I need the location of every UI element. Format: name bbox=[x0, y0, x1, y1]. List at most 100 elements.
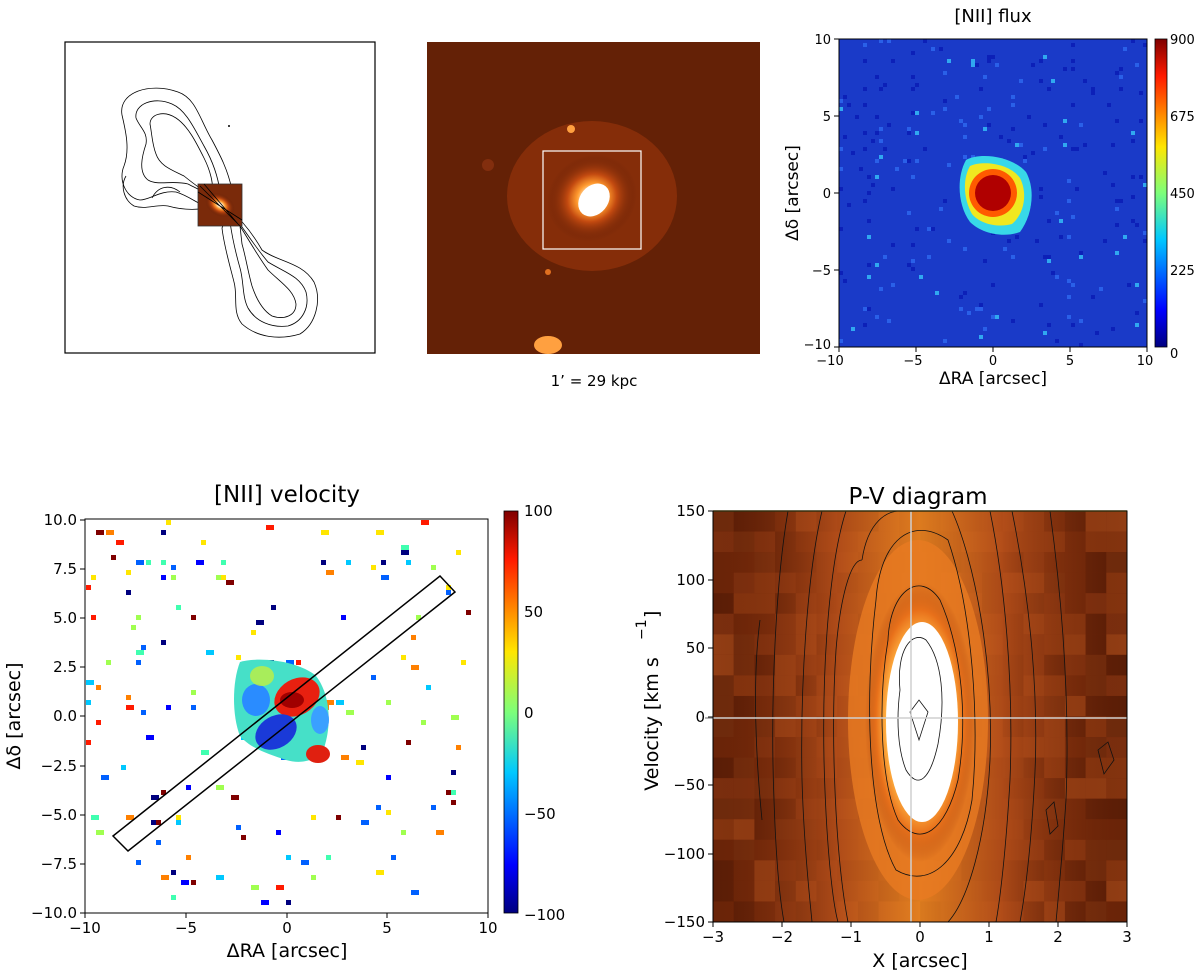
velocity-xtick: −5 bbox=[175, 919, 197, 937]
velocity-pixel bbox=[451, 800, 456, 805]
flux-noise-pixel bbox=[947, 239, 951, 243]
flux-colorbar bbox=[1154, 38, 1168, 348]
radio-contour-panel bbox=[64, 41, 376, 354]
velocity-xtick: 10 bbox=[478, 919, 497, 937]
flux-noise-pixel bbox=[967, 311, 971, 315]
velocity-pixel bbox=[411, 890, 419, 895]
velocity-pixel bbox=[156, 840, 161, 845]
flux-noise-pixel bbox=[1143, 239, 1147, 243]
pv-peak bbox=[886, 622, 958, 822]
flux-noise-pixel bbox=[875, 175, 879, 179]
velocity-pixel bbox=[146, 560, 151, 565]
flux-noise-pixel bbox=[1071, 67, 1075, 71]
flux-noise-pixel bbox=[1131, 219, 1135, 223]
flux-noise-pixel bbox=[1015, 235, 1019, 239]
velocity-pixel bbox=[201, 750, 209, 755]
flux-noise-pixel bbox=[1011, 127, 1015, 131]
velocity-pixel bbox=[171, 895, 176, 900]
flux-noise-pixel bbox=[863, 323, 867, 327]
velocity-ytick: 5.0 bbox=[53, 609, 77, 627]
velocity-pixel bbox=[161, 640, 166, 645]
velocity-xlabel: ΔRA [arcsec] bbox=[227, 940, 348, 962]
velocity-pixel bbox=[126, 695, 131, 700]
flux-noise-pixel bbox=[1083, 143, 1087, 147]
velocity-pixel bbox=[176, 820, 181, 825]
velocity-pixel bbox=[226, 580, 234, 585]
flux-noise-pixel bbox=[1011, 95, 1015, 99]
flux-noise-pixel bbox=[939, 207, 943, 211]
flux-noise-pixel bbox=[947, 163, 951, 167]
pv-xtick: −2 bbox=[771, 928, 793, 946]
flux-noise-pixel bbox=[1079, 343, 1083, 347]
flux-noise-pixel bbox=[855, 115, 859, 119]
velocity-pixel bbox=[126, 570, 131, 575]
velocity-pixel bbox=[141, 710, 146, 715]
flux-noise-pixel bbox=[1067, 315, 1071, 319]
velocity-pixel bbox=[451, 770, 456, 775]
flux-noise-pixel bbox=[927, 227, 931, 231]
velocity-pixel bbox=[466, 610, 471, 615]
flux-noise-pixel bbox=[983, 259, 987, 263]
flux-noise-pixel bbox=[1043, 147, 1047, 151]
velocity-cbar-tick: 50 bbox=[524, 603, 543, 621]
flux-noise-pixel bbox=[1007, 139, 1011, 143]
flux-noise-pixel bbox=[1143, 43, 1147, 47]
velocity-pixel bbox=[381, 560, 386, 565]
flux-noise-pixel bbox=[1027, 115, 1031, 119]
flux-cbar-tick: 225 bbox=[1170, 264, 1195, 279]
velocity-pixel bbox=[436, 830, 444, 835]
flux-noise-pixel bbox=[911, 243, 915, 247]
flux-noise-pixel bbox=[851, 151, 855, 155]
svg-text:]: ] bbox=[641, 611, 663, 618]
flux-noise-pixel bbox=[875, 263, 879, 267]
velocity-pixel bbox=[401, 550, 409, 555]
flux-noise-pixel bbox=[839, 147, 843, 151]
pv-ytick: −100 bbox=[664, 845, 705, 863]
velocity-pixel bbox=[336, 700, 344, 705]
velocity-pixel bbox=[376, 530, 384, 535]
flux-noise-pixel bbox=[843, 135, 847, 139]
flux-noise-pixel bbox=[1123, 235, 1127, 239]
velocity-pixel bbox=[96, 720, 101, 725]
flux-noise-pixel bbox=[995, 63, 999, 67]
flux-noise-pixel bbox=[987, 123, 991, 127]
flux-noise-pixel bbox=[839, 339, 843, 343]
flux-ytick: 10 bbox=[814, 33, 831, 48]
velocity-pixel bbox=[171, 870, 176, 875]
flux-noise-pixel bbox=[1071, 103, 1075, 107]
flux-noise-pixel bbox=[875, 131, 879, 135]
flux-noise-pixel bbox=[1071, 59, 1075, 63]
flux-noise-pixel bbox=[1103, 171, 1107, 175]
velocity-pixel bbox=[321, 560, 326, 565]
velocity-colorbar bbox=[503, 510, 519, 914]
velocity-pixel bbox=[216, 875, 224, 880]
velocity-pixel bbox=[446, 790, 451, 795]
velocity-pixel bbox=[296, 660, 301, 665]
flux-noise-pixel bbox=[1063, 67, 1067, 71]
flux-noise-pixel bbox=[1043, 331, 1047, 335]
velocity-pixel bbox=[96, 830, 104, 835]
svg-text:Velocity [km s: Velocity [km s bbox=[641, 657, 663, 790]
flux-noise-pixel bbox=[887, 319, 891, 323]
scale-caption: 1’ = 29 kpc bbox=[551, 372, 638, 390]
flux-xtick: 10 bbox=[1137, 354, 1154, 369]
flux-noise-pixel bbox=[971, 59, 975, 63]
flux-xtick: 5 bbox=[1066, 354, 1074, 369]
flux-noise-pixel bbox=[1007, 239, 1011, 243]
flux-noise-pixel bbox=[1067, 295, 1071, 299]
velocity-pixel bbox=[201, 540, 206, 545]
velocity-pixel bbox=[456, 745, 461, 750]
flux-noise-pixel bbox=[1059, 135, 1063, 139]
velocity-pixel bbox=[156, 820, 161, 825]
flux-noise-pixel bbox=[1047, 87, 1051, 91]
flux-noise-pixel bbox=[1127, 283, 1131, 287]
flux-noise-pixel bbox=[1115, 251, 1119, 255]
zoom-box bbox=[542, 150, 642, 250]
flux-noise-pixel bbox=[843, 279, 847, 283]
flux-noise-pixel bbox=[1019, 79, 1023, 83]
flux-noise-pixel bbox=[991, 283, 995, 287]
velocity-pixel bbox=[191, 880, 196, 885]
velocity-pixel bbox=[301, 860, 309, 865]
velocity-pixel bbox=[176, 815, 181, 820]
flux-noise-pixel bbox=[1091, 87, 1095, 91]
